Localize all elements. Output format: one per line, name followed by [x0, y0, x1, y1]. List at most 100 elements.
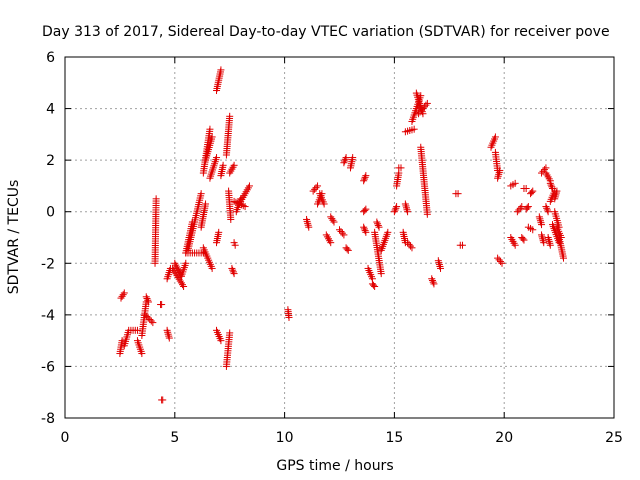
data-point [515, 206, 523, 214]
data-point [391, 206, 399, 214]
data-point [349, 154, 357, 162]
x-tick-label: 5 [170, 430, 179, 446]
x-tick-label: 20 [495, 430, 513, 446]
y-tick-label: -8 [41, 411, 55, 427]
data-point [543, 206, 551, 214]
data-point [538, 231, 546, 239]
data-point [360, 223, 368, 231]
data-point [361, 173, 369, 181]
data-point [540, 239, 548, 247]
data-point [498, 259, 506, 267]
data-point [494, 172, 502, 180]
data-point [285, 313, 293, 321]
data-point [143, 312, 151, 320]
data-point [361, 227, 369, 235]
data-point [234, 199, 242, 207]
grid [65, 57, 614, 418]
data-point [362, 205, 370, 213]
data-point [423, 99, 431, 107]
x-tick-label: 10 [276, 430, 294, 446]
data-point [217, 66, 225, 74]
chart-title: Day 313 of 2017, Sidereal Day-to-day VTE… [42, 24, 610, 40]
data-point [360, 175, 368, 183]
data-point [230, 270, 238, 278]
data-point [314, 182, 322, 190]
data-point [546, 179, 554, 187]
data-point [407, 242, 415, 250]
data-point [494, 174, 502, 182]
data-point [430, 280, 438, 288]
data-point [341, 155, 349, 163]
data-point [524, 203, 532, 211]
data-point [344, 246, 352, 254]
data-point [133, 326, 141, 334]
data-point [536, 215, 544, 223]
data-point [119, 291, 127, 299]
data-point [144, 298, 152, 306]
y-tick-label: -2 [41, 256, 55, 272]
data-point [537, 219, 545, 227]
data-point [522, 185, 530, 193]
data-point [545, 235, 553, 243]
data-point [523, 204, 531, 212]
data-point [241, 203, 249, 211]
data-point [404, 208, 412, 216]
data-point [546, 241, 554, 249]
data-point [320, 200, 328, 208]
data-point [149, 319, 157, 327]
data-point [402, 202, 410, 210]
data-point [373, 218, 381, 226]
data-point [230, 197, 238, 205]
data-point [370, 281, 378, 289]
data-point [548, 183, 556, 191]
data-point [141, 311, 149, 319]
data-point [338, 229, 346, 237]
data-point [408, 244, 416, 252]
plot-frame [64, 56, 615, 419]
data-point [120, 289, 128, 297]
data-point [206, 125, 214, 133]
data-points [116, 66, 567, 404]
data-point [494, 254, 502, 262]
data-point [177, 279, 185, 287]
data-point [435, 261, 443, 269]
data-point [422, 101, 430, 109]
data-point [538, 221, 546, 229]
data-point [329, 216, 337, 224]
data-point [536, 217, 544, 225]
y-tick-label: 4 [46, 102, 55, 118]
data-point [495, 168, 503, 176]
data-point [226, 112, 234, 120]
data-point [540, 166, 548, 174]
data-point [553, 187, 561, 195]
data-point [138, 350, 146, 358]
data-point [142, 293, 150, 301]
data-point [437, 264, 445, 272]
data-point [497, 258, 505, 266]
data-point [529, 187, 537, 195]
data-point [208, 264, 216, 272]
data-point [143, 295, 151, 303]
data-point [544, 234, 552, 241]
y-tick-labels: -8 -6 -4 -2 0 2 4 6 [41, 50, 55, 427]
x-axis-label: GPS time / hours [276, 458, 393, 474]
data-point [402, 204, 410, 212]
data-point [303, 217, 311, 225]
data-point [384, 228, 392, 236]
data-point [230, 161, 238, 169]
data-point [374, 220, 382, 228]
data-point [520, 236, 528, 244]
data-point [454, 190, 462, 198]
x-tick-labels: 0 5 10 15 20 25 [61, 430, 623, 446]
data-point [397, 164, 405, 172]
data-point [228, 264, 236, 272]
data-point [327, 239, 335, 247]
data-point [176, 277, 184, 285]
data-point [144, 296, 152, 304]
data-point [213, 154, 221, 162]
data-point [144, 314, 152, 322]
data-point [219, 161, 227, 169]
data-point [559, 254, 567, 262]
data-point [337, 227, 345, 235]
